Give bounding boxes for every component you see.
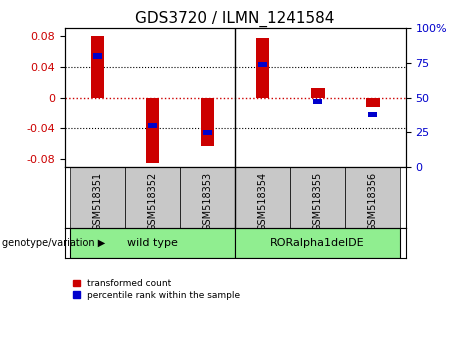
Bar: [368, 112, 378, 117]
Bar: [345, 167, 400, 228]
Bar: [235, 167, 290, 228]
Bar: [258, 62, 267, 67]
Bar: [201, 98, 214, 146]
Text: GSM518356: GSM518356: [368, 172, 378, 231]
Text: wild type: wild type: [127, 238, 178, 248]
Bar: [313, 99, 322, 104]
Text: GSM518355: GSM518355: [313, 172, 323, 231]
Text: GSM518353: GSM518353: [202, 172, 213, 231]
Bar: [311, 88, 325, 98]
Text: genotype/variation ▶: genotype/variation ▶: [2, 238, 106, 248]
Text: GSM518352: GSM518352: [148, 172, 158, 231]
Bar: [148, 122, 157, 128]
Bar: [146, 98, 160, 163]
Bar: [180, 167, 235, 228]
Bar: [91, 36, 105, 98]
Bar: [203, 130, 213, 135]
Title: GDS3720 / ILMN_1241584: GDS3720 / ILMN_1241584: [136, 11, 335, 27]
Bar: [70, 228, 235, 258]
Text: GSM518354: GSM518354: [258, 172, 268, 231]
Bar: [70, 167, 125, 228]
Bar: [93, 53, 102, 59]
Text: GSM518351: GSM518351: [93, 172, 102, 231]
Text: RORalpha1delDE: RORalpha1delDE: [270, 238, 365, 248]
Bar: [366, 98, 379, 107]
Legend: transformed count, percentile rank within the sample: transformed count, percentile rank withi…: [69, 275, 244, 303]
Bar: [125, 167, 180, 228]
Bar: [290, 167, 345, 228]
Bar: [235, 228, 400, 258]
Bar: [256, 38, 270, 98]
